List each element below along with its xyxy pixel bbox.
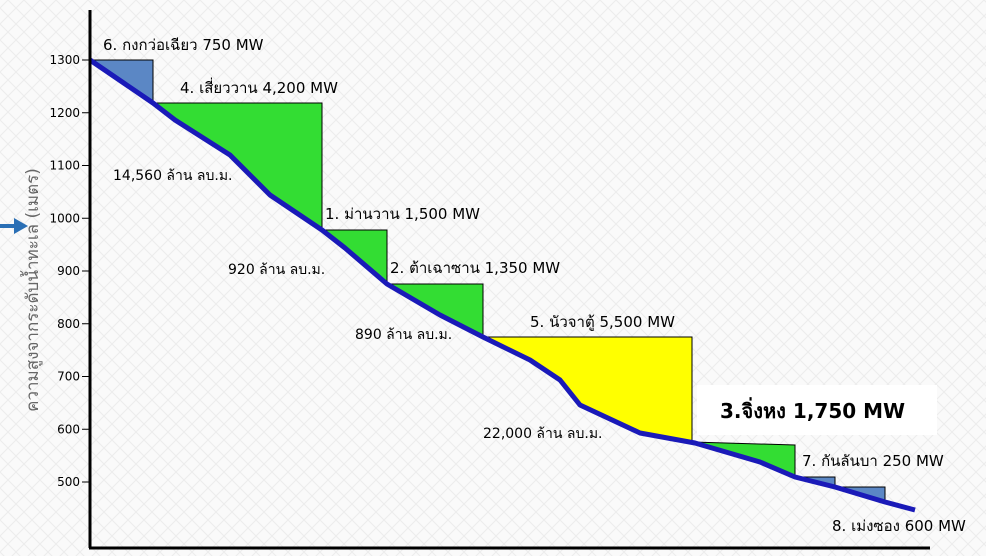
dam-label: 1. ม่านวาน 1,500 MW (325, 205, 480, 223)
highlight-box (697, 385, 937, 435)
y-tick-label: 700 (57, 370, 80, 384)
dam-label: 5. นัวจาตู้ 5,500 MW (530, 313, 675, 331)
y-tick-label: 500 (57, 475, 80, 489)
volume-label: 920 ล้าน ลบ.ม. (228, 262, 325, 278)
dam-label: 4. เสี่ยววาน 4,200 MW (180, 77, 338, 97)
volume-label: 14,560 ล้าน ลบ.ม. (113, 168, 233, 184)
volume-label: 22,000 ล้าน ลบ.ม. (483, 426, 603, 442)
y-tick-label: 1000 (49, 211, 80, 225)
y-tick-label: 1100 (49, 159, 80, 173)
y-tick-label: 800 (57, 317, 80, 331)
dam-label: 7. กันลันบา 250 MW (802, 452, 944, 470)
y-tick-label: 600 (57, 422, 80, 436)
dam-label: 8. เม่งซอง 600 MW (832, 517, 966, 535)
y-tick-label: 1300 (49, 53, 80, 67)
volume-label: 890 ล้าน ลบ.ม. (355, 327, 452, 343)
dam-label-highlight: 3.จิ่งหง 1,750 MW (720, 396, 905, 423)
axis-label: ความสูงจากระดับน้ำทะเล (เมตร) (20, 168, 43, 412)
river-profile (88, 57, 916, 513)
y-tick-label: 1200 (49, 106, 80, 120)
dam-label: 2. ต้าเฉาซาน 1,350 MW (390, 259, 560, 277)
dam-label: 6. กงกว่อเฉียว 750 MW (103, 36, 264, 54)
arrow (0, 218, 28, 234)
y-tick-label: 900 (57, 264, 80, 278)
